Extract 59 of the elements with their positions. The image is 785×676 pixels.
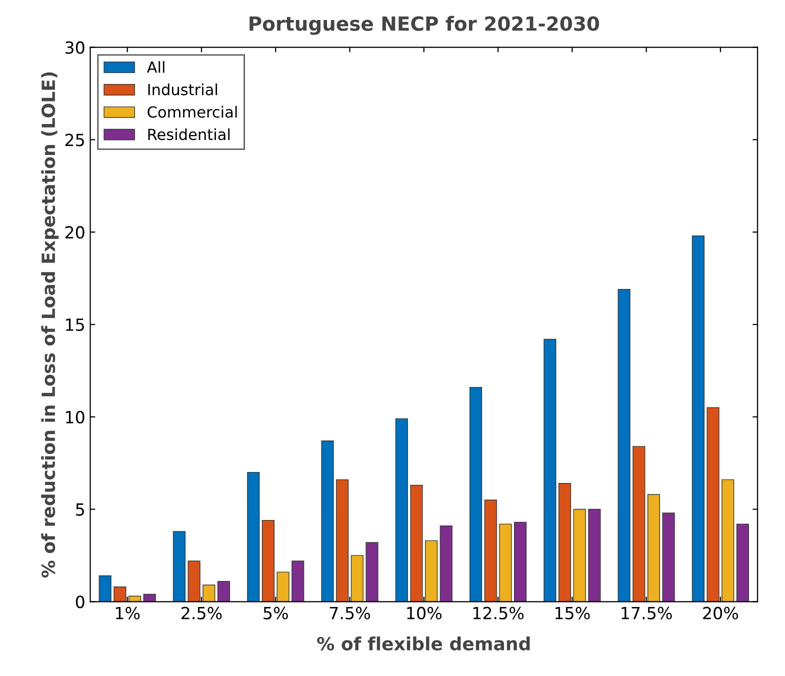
bar xyxy=(188,560,200,602)
x-tick-label: 2.5% xyxy=(182,606,222,620)
legend-label: Residential xyxy=(148,128,230,140)
y-tick-label: 10 xyxy=(66,410,84,424)
bar xyxy=(172,531,186,602)
bar xyxy=(647,494,660,602)
x-tick-label: 5% xyxy=(264,606,288,620)
bar xyxy=(632,446,646,602)
bar xyxy=(440,526,452,602)
bar xyxy=(692,235,704,602)
chart-title: Portuguese NECP for 2021-2030 xyxy=(250,16,600,35)
bar xyxy=(128,596,142,602)
bar xyxy=(217,580,230,602)
bar xyxy=(618,289,630,602)
legend-label: Industrial xyxy=(148,83,218,96)
legend-label: All xyxy=(146,61,164,73)
bar xyxy=(336,479,349,602)
y-axis-title: % of reduction in Loss of Load Expectation (LOLE) xyxy=(41,72,59,578)
y-tick-label: 5 xyxy=(76,503,84,516)
bar xyxy=(662,512,675,602)
y-tick-label: 25 xyxy=(65,134,84,146)
y-tick-label: 30 xyxy=(65,41,84,54)
x-tick-label: 12.5% xyxy=(473,606,524,620)
bar xyxy=(706,407,720,602)
bar xyxy=(470,386,482,602)
bar xyxy=(410,484,423,602)
bar xyxy=(366,542,378,602)
bar xyxy=(247,472,260,602)
bar xyxy=(544,338,556,602)
bar xyxy=(262,520,274,602)
bar xyxy=(321,440,334,602)
bar xyxy=(573,508,586,602)
bar xyxy=(350,555,364,602)
legend-label: Commercial xyxy=(148,106,237,118)
x-tick-label: 7.5% xyxy=(330,606,370,620)
x-axis-title: % of flexible demand xyxy=(317,636,530,650)
bar xyxy=(484,500,497,602)
bar xyxy=(425,540,438,602)
bar xyxy=(514,522,527,602)
bar xyxy=(292,560,304,602)
bar xyxy=(736,524,749,602)
y-tick-label: 15 xyxy=(66,318,84,332)
bar xyxy=(143,594,156,602)
bar xyxy=(558,483,572,602)
bar xyxy=(276,572,290,602)
x-tick-label: 15% xyxy=(555,606,590,620)
x-tick-label: 20% xyxy=(703,606,738,620)
bar xyxy=(499,524,512,602)
bar xyxy=(395,418,408,602)
bar xyxy=(588,508,601,602)
y-tick-label: 0 xyxy=(76,596,84,608)
bar xyxy=(722,479,734,602)
x-tick-label: 17.5% xyxy=(622,606,672,620)
y-tick-label: 20 xyxy=(65,226,84,239)
x-tick-label: 1% xyxy=(116,606,140,620)
bar xyxy=(202,584,216,602)
bar xyxy=(98,575,112,602)
bar xyxy=(114,586,126,602)
x-tick-label: 10% xyxy=(407,606,442,620)
